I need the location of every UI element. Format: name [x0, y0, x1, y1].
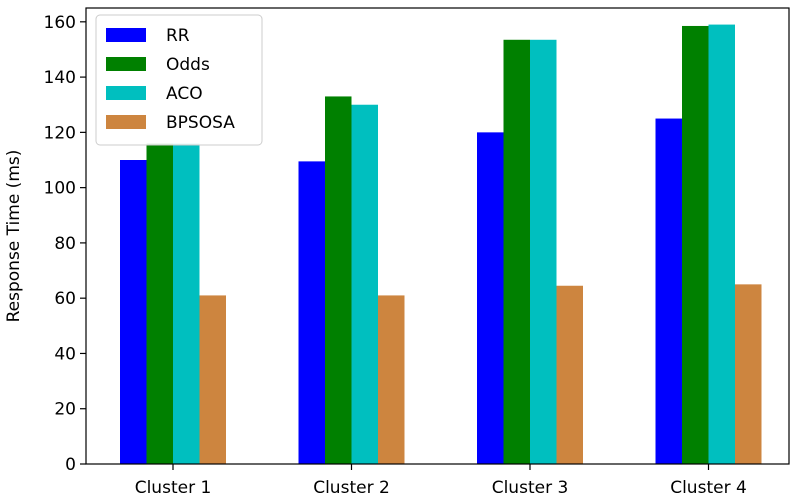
bar-rr-cluster-1	[120, 160, 147, 464]
bar-odds-cluster-1	[146, 143, 173, 465]
plot-frame	[85, 7, 790, 465]
legend-swatch-aco	[106, 86, 146, 100]
legend-swatch-odds	[106, 57, 146, 71]
bar-aco-cluster-4	[708, 24, 735, 465]
bar-aco-cluster-3	[530, 39, 557, 464]
x-tick-label: Cluster 4	[670, 478, 747, 498]
bar-bpsosa-cluster-3	[556, 285, 583, 464]
legend-label-odds: Odds	[166, 55, 210, 75]
legend-label-bpsosa: BPSOSA	[166, 113, 235, 133]
legend-box	[95, 14, 263, 146]
legend-label-aco: ACO	[166, 84, 203, 104]
bar-bpsosa-cluster-4	[735, 284, 762, 464]
x-tick-label: Cluster 3	[492, 478, 569, 498]
x-axis: Cluster 1 Cluster 2 Cluster 3 Cluster 4	[135, 464, 747, 498]
y-tick-label: 20	[54, 400, 76, 420]
y-tick-label: 140	[44, 68, 76, 88]
legend: RR Odds ACO BPSOSA	[95, 14, 263, 146]
legend-swatch-rr	[106, 28, 146, 42]
bar-aco-cluster-2	[351, 104, 378, 464]
x-tick-label: Cluster 1	[135, 478, 212, 498]
bar-bpsosa-cluster-1	[199, 295, 226, 464]
y-tick-label: 160	[44, 13, 76, 33]
y-tick-label: 80	[54, 234, 76, 254]
y-axis: 0 20 40 60 80 100 120 140 160	[44, 13, 86, 475]
bar-rr-cluster-3	[477, 132, 504, 465]
y-tick-label: 0	[65, 455, 76, 475]
legend-swatch-bpsosa	[106, 115, 146, 129]
bars-layer	[120, 24, 762, 465]
y-tick-label: 60	[54, 289, 76, 309]
bar-odds-cluster-4	[682, 25, 709, 465]
bar-bpsosa-cluster-2	[378, 295, 405, 464]
y-tick-label: 120	[44, 123, 76, 143]
y-axis-label: Response Time (ms)	[4, 150, 24, 323]
bar-odds-cluster-3	[503, 39, 530, 464]
y-tick-label: 100	[44, 179, 76, 199]
x-tick-label: Cluster 2	[313, 478, 390, 498]
bar-rr-cluster-2	[298, 161, 325, 464]
bar-aco-cluster-1	[173, 143, 200, 465]
bar-rr-cluster-4	[655, 118, 682, 465]
bar-odds-cluster-2	[325, 96, 352, 464]
legend-label-rr: RR	[166, 26, 190, 46]
y-tick-label: 40	[54, 344, 76, 364]
